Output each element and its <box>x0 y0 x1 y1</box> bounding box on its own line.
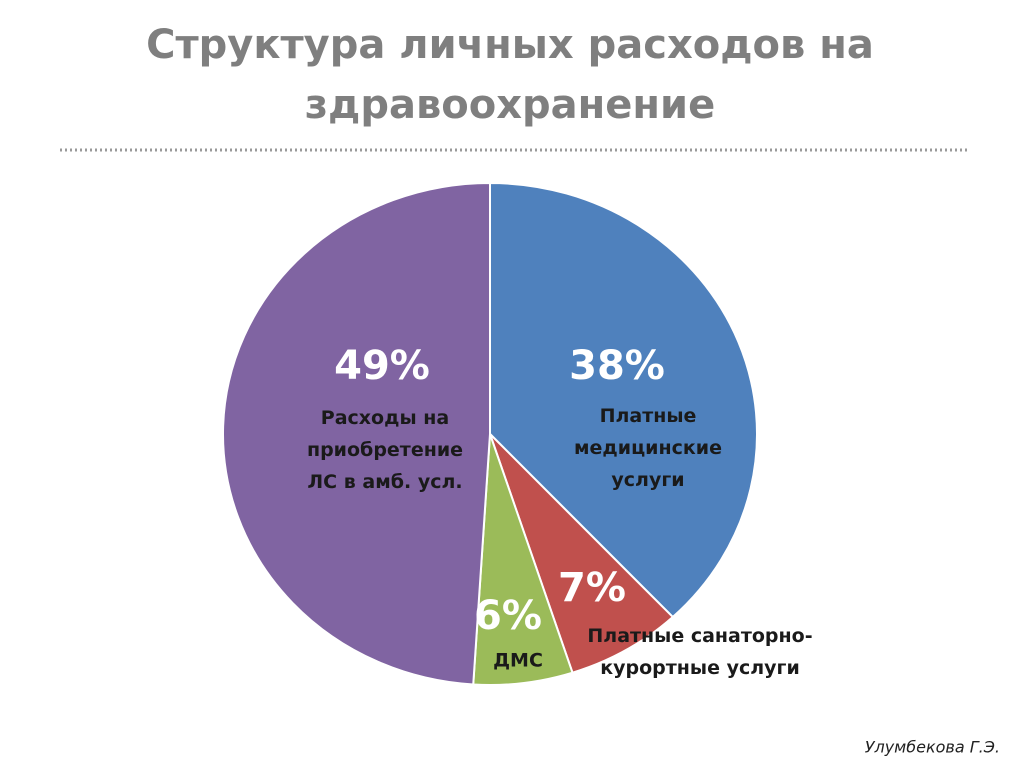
pie: 38% Платные медицинские услуги 7% Платные сан… <box>222 181 813 686</box>
pie-slice <box>489 181 758 619</box>
data-label: 38% <box>569 343 665 389</box>
data-label: 7% <box>558 565 626 611</box>
author: Улумбекова Г.Э. <box>865 738 1000 757</box>
data-label: 49% <box>334 343 430 389</box>
slice-name: ДМС <box>493 650 543 672</box>
slice-name: Платные санаторно-курортные услуги <box>587 625 812 679</box>
slice-name: Платные медицинские услуги <box>574 405 722 491</box>
data-label: 6% <box>474 593 542 639</box>
pie-slice <box>222 181 491 686</box>
chart-title: Структура личных расходов на здравоохране… <box>146 22 874 128</box>
pie-slice <box>489 433 675 674</box>
slice-name: Расходы на приобретение ЛС в амб. усл. <box>307 407 463 493</box>
